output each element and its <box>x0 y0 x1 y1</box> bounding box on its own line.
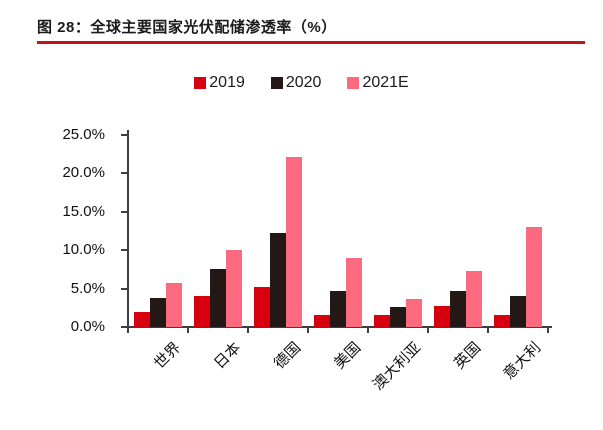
figure-title: 图 28：全球主要国家光伏配储渗透率（%） <box>37 19 337 36</box>
y-tick <box>121 210 128 213</box>
bar-2019-澳大利亚 <box>374 315 390 327</box>
legend-label: 2020 <box>285 74 322 91</box>
y-tick-label: 5.0% <box>70 279 105 297</box>
legend-item-2021E: 2021E <box>347 74 409 92</box>
y-tick <box>121 249 128 252</box>
x-category-label: 世界 <box>150 339 185 373</box>
bar-group-澳大利亚 <box>368 135 428 327</box>
legend-marker-2021E <box>347 77 360 89</box>
x-tick <box>127 328 129 333</box>
bar-2021E-意大利 <box>526 227 542 327</box>
bar-2020-澳大利亚 <box>390 307 406 327</box>
x-category-label: 意大利 <box>500 339 545 383</box>
bar-2019-英国 <box>434 306 450 327</box>
y-tick <box>121 287 128 290</box>
x-tick <box>307 328 309 333</box>
y-tick-label: 10.0% <box>62 241 105 259</box>
legend-marker-2019 <box>194 77 207 89</box>
x-tick <box>547 328 549 333</box>
bar-2019-意大利 <box>494 314 510 327</box>
legend-label: 2019 <box>209 74 245 91</box>
bar-2021E-美国 <box>346 257 362 327</box>
bar-group-世界 <box>128 135 188 327</box>
y-tick-label: 0.0% <box>70 318 105 335</box>
bar-group-日本 <box>188 135 248 327</box>
bar-2021E-日本 <box>226 250 242 327</box>
bar-2020-英国 <box>450 290 466 327</box>
x-tick <box>487 328 489 333</box>
bar-2020-日本 <box>210 269 226 327</box>
x-category-label: 德国 <box>270 339 305 373</box>
y-tick <box>121 134 128 136</box>
bar-2020-美国 <box>330 290 346 327</box>
bar-2019-德国 <box>254 287 270 327</box>
y-tick-label: 25.0% <box>62 126 105 143</box>
bar-2020-德国 <box>270 232 286 327</box>
y-tick-label: 20.0% <box>62 164 105 182</box>
y-tick <box>121 172 128 175</box>
x-category-label: 澳大利亚 <box>369 339 425 394</box>
bar-2020-世界 <box>150 297 166 327</box>
legend-marker-2020 <box>270 77 283 89</box>
bar-group-美国 <box>308 135 368 327</box>
x-category-label: 日本 <box>210 339 245 373</box>
bar-2020-意大利 <box>510 295 526 327</box>
chart-legend: 2019 2020 2021E <box>0 74 603 92</box>
x-tick <box>367 328 369 333</box>
x-tick <box>427 328 429 333</box>
x-axis-line <box>122 326 552 328</box>
y-tick-label: 15.0% <box>62 202 105 220</box>
legend-item-2020: 2020 <box>270 74 322 92</box>
x-category-label: 英国 <box>450 339 485 373</box>
title-underline-rule <box>37 41 585 44</box>
bar-2021E-英国 <box>466 270 482 327</box>
bar-2019-美国 <box>314 315 330 327</box>
bar-2019-日本 <box>194 296 210 327</box>
legend-label: 2021E <box>362 74 409 91</box>
bar-group-意大利 <box>488 135 548 327</box>
bar-2021E-澳大利亚 <box>406 299 422 327</box>
plot-area <box>128 135 548 327</box>
bar-group-德国 <box>248 135 308 327</box>
bar-2021E-德国 <box>286 156 302 327</box>
y-axis-line <box>127 130 129 328</box>
bar-group-英国 <box>428 135 488 327</box>
legend-item-2019: 2019 <box>194 74 245 92</box>
y-tick <box>121 326 128 328</box>
x-tick <box>187 328 189 333</box>
x-tick <box>247 328 249 333</box>
bar-2021E-世界 <box>166 283 182 327</box>
x-category-label: 美国 <box>330 339 365 373</box>
bar-2019-世界 <box>134 311 150 327</box>
